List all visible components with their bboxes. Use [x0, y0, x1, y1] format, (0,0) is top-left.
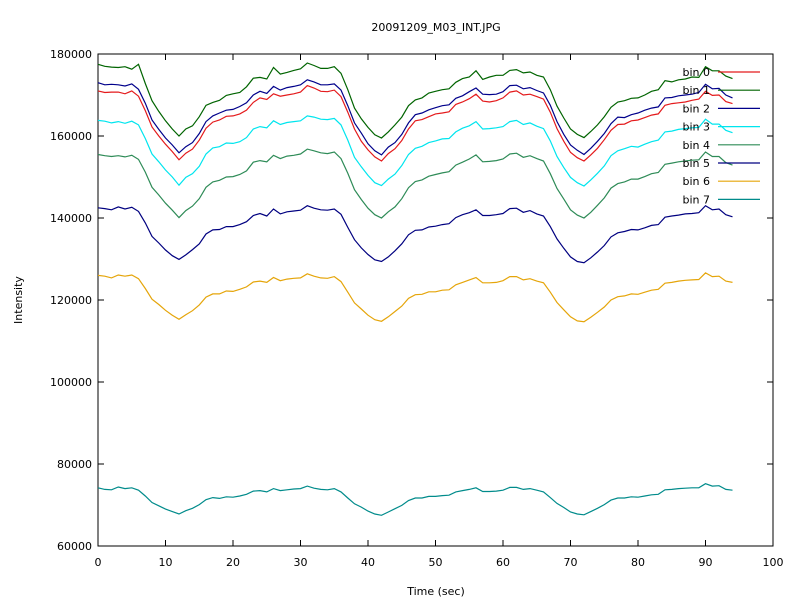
legend-label-bin-3: bin 3 [682, 121, 710, 134]
series-line-bin-5 [97, 204, 733, 264]
x-axis: 0 10 20 30 40 50 60 70 80 90 100 [95, 54, 784, 569]
x-axis-label: Time (sec) [406, 585, 465, 598]
series-line-bin-1 [97, 62, 733, 139]
series-line-bin-7 [97, 483, 733, 516]
series-line-bin-6 [97, 272, 733, 323]
series-line-bin-0 [97, 84, 733, 162]
x-tick-label: 60 [496, 556, 510, 569]
chart-title: 20091209_M03_INT.JPG [371, 21, 500, 34]
legend-label-bin-1: bin 1 [682, 84, 710, 97]
legend-label-bin-6: bin 6 [682, 175, 710, 188]
y-tick-label: 120000 [50, 294, 92, 307]
series-line-bin-3 [97, 115, 733, 187]
legend: bin 0 bin 1 bin 2 bin 3 bin 4 bin 5 bin 6 bin 7 [682, 66, 760, 206]
x-tick-label: 10 [159, 556, 173, 569]
plot-frame [97, 53, 774, 547]
x-tick-label: 80 [631, 556, 645, 569]
legend-label-bin-7: bin 7 [682, 193, 710, 206]
x-tick-label: 20 [226, 556, 240, 569]
legend-label-bin-2: bin 2 [682, 102, 710, 115]
y-tick-label: 160000 [50, 130, 92, 143]
y-axis-label: Intensity [12, 276, 25, 324]
x-tick-label: 0 [95, 556, 102, 569]
series-line-bin-4 [97, 148, 733, 219]
y-tick-label: 140000 [50, 212, 92, 225]
x-tick-label: 50 [429, 556, 443, 569]
x-tick-label: 90 [699, 556, 713, 569]
series-lines [97, 62, 733, 516]
series-line-bin-2 [97, 79, 733, 156]
y-tick-label: 100000 [50, 376, 92, 389]
legend-label-bin-5: bin 5 [682, 157, 710, 170]
y-tick-label: 180000 [50, 48, 92, 61]
x-tick-label: 100 [763, 556, 784, 569]
y-axis: 60000 80000 100000 120000 140000 160000 180000 [50, 48, 773, 553]
y-tick-label: 60000 [57, 540, 92, 553]
x-tick-label: 70 [564, 556, 578, 569]
x-tick-label: 30 [294, 556, 308, 569]
x-tick-label: 40 [361, 556, 375, 569]
legend-label-bin-4: bin 4 [682, 139, 710, 152]
legend-label-bin-0: bin 0 [682, 66, 710, 79]
y-tick-label: 80000 [57, 458, 92, 471]
